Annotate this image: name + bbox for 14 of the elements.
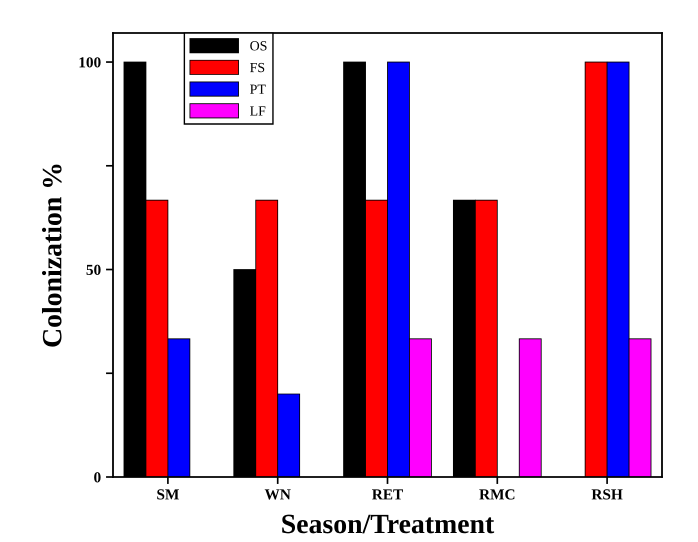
y-tick-label: 50 <box>86 264 101 275</box>
legend-label: OS <box>250 41 267 50</box>
legend-label: FS <box>250 62 264 72</box>
x-tick-label: RET <box>372 489 403 500</box>
x-tick-label: RMC <box>479 489 514 500</box>
y-axis-title: Colonization % <box>42 164 62 347</box>
x-axis-title: Season/Treatment <box>282 514 494 534</box>
legend-label: PT <box>250 84 266 94</box>
y-tick-label: 0 <box>94 472 101 482</box>
y-tick-label: 100 <box>80 57 101 68</box>
x-tick-label: WN <box>264 489 291 500</box>
legend-label: LF <box>250 106 266 116</box>
x-tick-label: SM <box>157 489 179 500</box>
x-tick-label: RSH <box>592 489 623 500</box>
